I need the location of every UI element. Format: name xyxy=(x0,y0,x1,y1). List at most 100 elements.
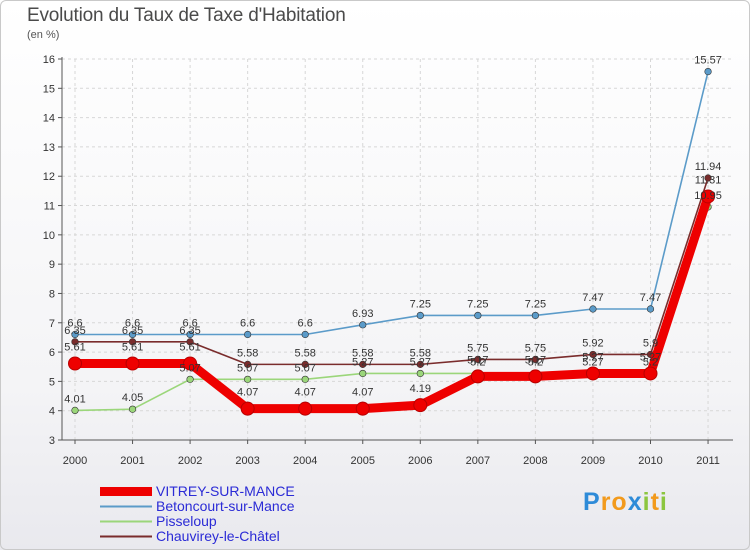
data-point xyxy=(643,366,658,381)
x-tick-label: 2011 xyxy=(696,455,720,467)
data-label: 6.6 xyxy=(125,317,140,329)
y-tick-label: 7 xyxy=(49,318,55,330)
data-point xyxy=(474,355,482,364)
data-label: 5.07 xyxy=(179,362,200,374)
y-tick-label: 3 xyxy=(49,435,55,447)
data-label: 5.2 xyxy=(470,356,485,368)
legend-swatch-chauvirey xyxy=(100,535,152,538)
data-label: 5.75 xyxy=(467,342,488,354)
y-tick-label: 15 xyxy=(43,83,55,95)
data-point xyxy=(646,305,655,313)
logo-letter: o xyxy=(611,488,628,516)
data-label: 4.19 xyxy=(410,383,431,395)
data-point xyxy=(589,305,597,313)
logo-letter: x xyxy=(627,488,643,516)
series-line xyxy=(75,195,713,414)
logo-letter: t xyxy=(650,488,660,516)
chart-title: Evolution du Taux de Taxe d'Habitation xyxy=(27,5,346,26)
data-label: 11.31 xyxy=(695,174,722,186)
data-point xyxy=(71,330,79,339)
y-tick-label: 4 xyxy=(49,406,55,418)
x-tick-label: 2007 xyxy=(466,455,490,467)
series-line xyxy=(75,177,709,366)
data-point xyxy=(186,330,194,339)
x-tick-label: 2002 xyxy=(178,455,202,467)
data-label: 5.58 xyxy=(237,347,258,359)
data-label: 5.17 xyxy=(525,354,546,366)
data-label: 5.27 xyxy=(640,351,661,363)
data-point xyxy=(186,338,194,346)
data-point xyxy=(240,401,255,416)
data-label: 5.92 xyxy=(582,337,603,349)
logo-letter: P xyxy=(583,488,601,516)
legend-item-chauvirey: Chauvirey-le-Châtel xyxy=(100,529,295,544)
data-label: 7.25 xyxy=(467,298,488,310)
data-label: 5.61 xyxy=(122,342,143,354)
legend-item-betoncourt: Betoncourt-sur-Mance xyxy=(100,499,295,514)
data-label: 11.94 xyxy=(695,161,722,173)
legend-label-betoncourt: Betoncourt-sur-Mance xyxy=(156,498,295,514)
data-label: 4.07 xyxy=(352,387,373,399)
y-tick-label: 11 xyxy=(44,201,55,213)
data-point xyxy=(416,360,424,368)
legend-label-vitrey: VITREY-SUR-MANCE xyxy=(156,483,295,499)
x-tick-label: 2001 xyxy=(120,455,144,467)
data-label: 6.93 xyxy=(352,308,373,320)
x-tick-label: 2008 xyxy=(523,455,547,467)
y-tick-label: 9 xyxy=(49,259,55,271)
data-label: 6.6 xyxy=(240,317,255,329)
data-point xyxy=(298,401,313,416)
data-point xyxy=(244,360,252,368)
y-axis-unit: (en %) xyxy=(27,29,60,41)
x-tick-label: 2010 xyxy=(638,455,662,467)
x-tick-label: 2000 xyxy=(63,455,87,467)
data-label: 6.35 xyxy=(179,325,200,337)
x-tick-label: 2004 xyxy=(293,455,317,467)
y-tick-label: 16 xyxy=(43,54,55,66)
data-label: 5.07 xyxy=(237,362,258,374)
data-point xyxy=(704,68,712,76)
data-label: 5.07 xyxy=(294,362,315,374)
data-label: 5.27 xyxy=(582,356,603,368)
legend-label-pisseloup: Pisseloup xyxy=(156,513,217,529)
data-point xyxy=(589,350,597,359)
data-point xyxy=(71,338,79,346)
data-label: 7.47 xyxy=(582,292,603,304)
data-point xyxy=(531,311,540,320)
data-point xyxy=(416,311,424,320)
data-point xyxy=(301,375,309,383)
data-point xyxy=(701,189,716,204)
data-point xyxy=(359,369,367,378)
x-tick-label: 2009 xyxy=(581,455,605,467)
x-tick-label: 2006 xyxy=(408,455,432,467)
data-label: 4.07 xyxy=(294,387,315,399)
data-point xyxy=(359,360,367,368)
data-point xyxy=(704,174,712,182)
data-point xyxy=(125,356,140,371)
data-point xyxy=(474,311,482,320)
data-label: 5.27 xyxy=(352,356,373,368)
y-tick-label: 6 xyxy=(49,347,55,359)
data-label: 6.35 xyxy=(64,325,85,337)
data-point xyxy=(244,375,252,383)
logo-letter: i xyxy=(659,488,668,516)
data-label: 7.25 xyxy=(410,298,431,310)
data-label: 4.07 xyxy=(237,387,258,399)
data-point xyxy=(301,360,309,368)
y-tick-label: 13 xyxy=(43,142,55,154)
data-point xyxy=(128,330,137,339)
data-label: 5.2 xyxy=(643,356,658,368)
data-point xyxy=(244,330,252,339)
legend-swatch-vitrey xyxy=(100,487,152,496)
y-tick-label: 5 xyxy=(49,376,55,388)
data-label: 5.27 xyxy=(410,356,431,368)
y-tick-label: 12 xyxy=(43,171,55,183)
legend-item-vitrey: VITREY-SUR-MANCE xyxy=(100,484,295,499)
legend: VITREY-SUR-MANCE Betoncourt-sur-Mance Pi… xyxy=(100,484,295,544)
data-point xyxy=(528,369,543,384)
legend-item-pisseloup: Pisseloup xyxy=(100,514,295,529)
proxiti-logo: Proxiti xyxy=(583,488,668,517)
data-point xyxy=(585,366,600,381)
data-point xyxy=(186,375,194,383)
